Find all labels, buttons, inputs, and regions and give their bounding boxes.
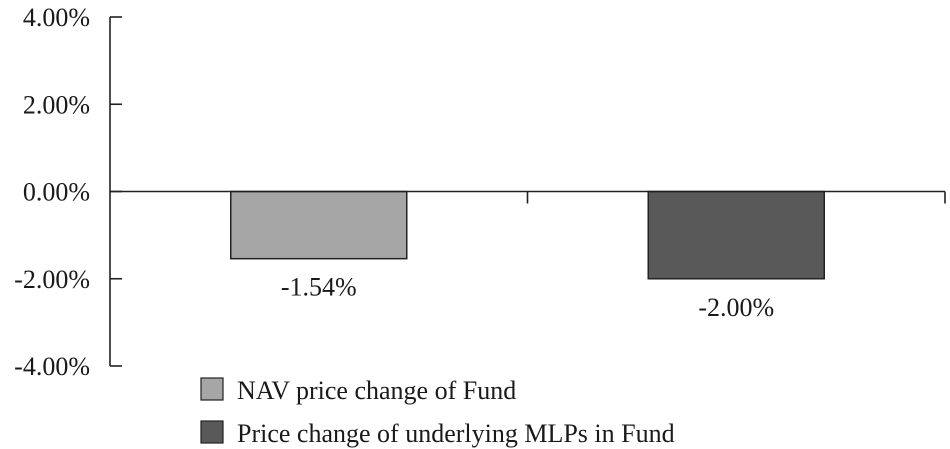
y-tick-label: 4.00%: [23, 3, 90, 32]
legend-swatch: [200, 420, 224, 444]
bars: [230, 190, 825, 280]
y-tick-label: -2.00%: [14, 265, 90, 294]
legend-swatch: [200, 377, 224, 401]
data-label: -1.54%: [281, 273, 357, 302]
y-tick-label: 0.00%: [23, 178, 90, 207]
legend-label: Price change of underlying MLPs in Fund: [237, 419, 675, 448]
bar-2: [647, 190, 825, 280]
data-labels: -1.54% -2.00%: [281, 273, 774, 322]
data-label: -2.00%: [698, 293, 774, 322]
y-axis: 4.00% 2.00% 0.00% -2.00% -4.00%: [14, 3, 122, 381]
y-tick-label: 2.00%: [23, 90, 90, 119]
legend-label: NAV price change of Fund: [237, 376, 516, 405]
x-axis: [110, 190, 946, 204]
bar-1: [230, 190, 408, 260]
legend: NAV price change of Fund Price change of …: [200, 376, 675, 448]
y-tick-label: -4.00%: [14, 352, 90, 381]
